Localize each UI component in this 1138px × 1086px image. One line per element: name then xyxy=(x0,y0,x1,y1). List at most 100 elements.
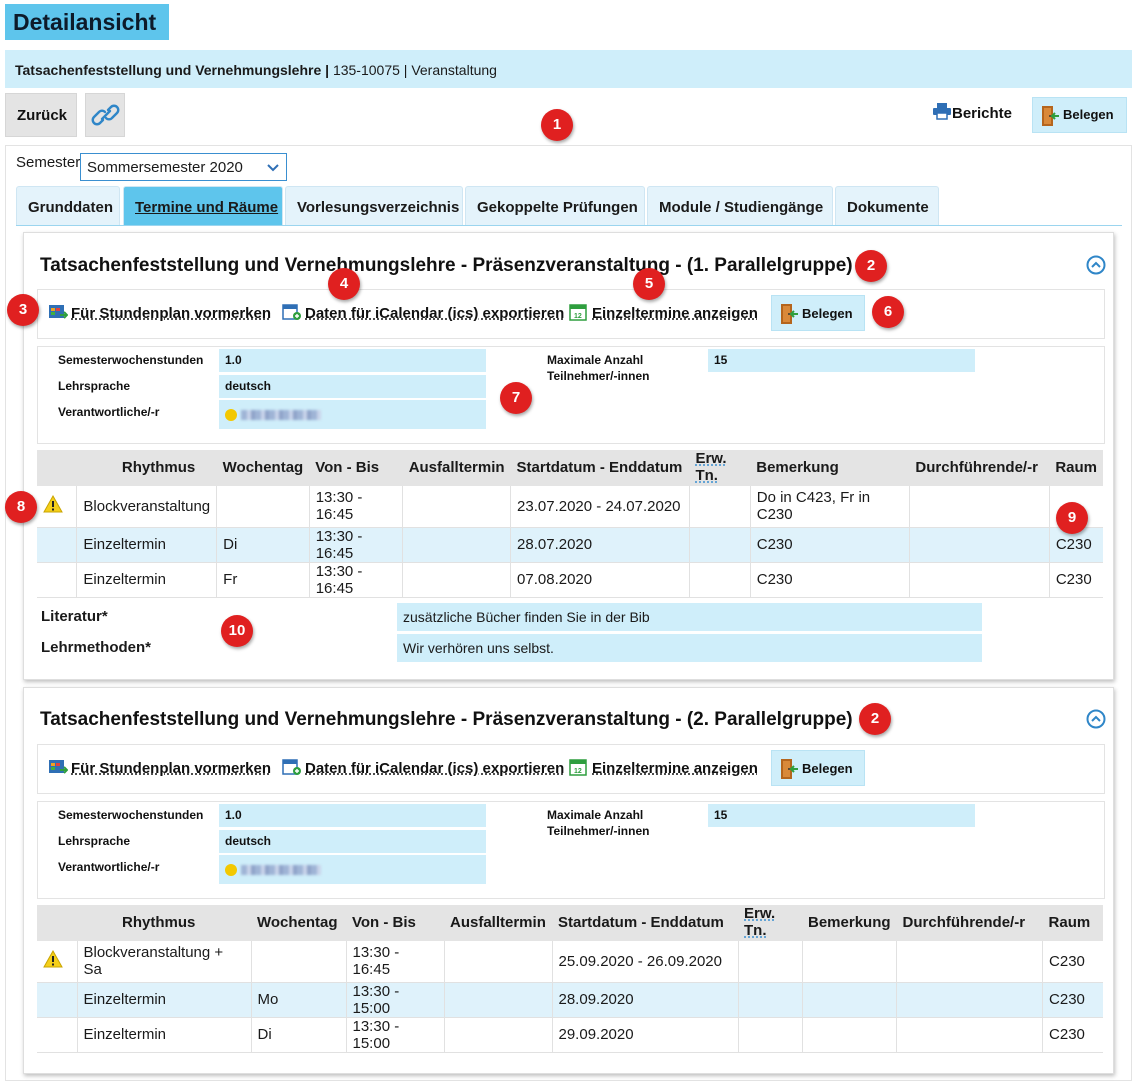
date-cell: 07.08.2020 xyxy=(510,562,690,598)
table-row: Einzeltermin Di 13:30 - 15:00 29.09.2020… xyxy=(37,1017,1103,1053)
date-cell: 23.07.2020 - 24.07.2020 xyxy=(510,485,690,528)
annotation-marker-2: 2 xyxy=(855,250,887,282)
door-enter-icon xyxy=(781,304,798,324)
max-participants-value: 15 xyxy=(708,349,975,372)
column-header: Raum xyxy=(1042,905,1103,941)
column-header: Bemerkung xyxy=(750,450,910,486)
warning-column-header xyxy=(37,905,77,941)
semester-label: Semester xyxy=(16,154,81,171)
tab-divider xyxy=(16,225,1122,226)
course-details xyxy=(37,801,1105,899)
ical-export-button[interactable]: Daten für iCalendar (ics) exportieren xyxy=(282,303,564,322)
weekday-cell: Di xyxy=(216,527,310,563)
add-to-schedule-button[interactable]: Für Stundenplan vormerken xyxy=(48,758,271,777)
content-area xyxy=(5,145,1132,1081)
collapse-icon[interactable] xyxy=(1086,709,1106,729)
annotation-marker-1: 1 xyxy=(541,109,573,141)
calendar-export-icon xyxy=(282,759,301,775)
tab-vorlesungsverzeichnis[interactable]: Vorlesungsverzeichnis xyxy=(285,186,463,226)
annotation-marker-8: 8 xyxy=(5,491,37,523)
action-label: Daten für iCalendar (ics) exportieren xyxy=(305,760,565,777)
reports-button[interactable]: Berichte xyxy=(932,102,1012,122)
action-label: Für Stundenplan vormerken xyxy=(71,760,272,777)
date-cell: 25.09.2020 - 26.09.2020 xyxy=(551,940,738,983)
table-header-row: Rhythmus Wochentag Von - Bis Ausfallterm… xyxy=(37,450,1103,486)
tab-module-studiengaenge[interactable]: Module / Studiengänge xyxy=(647,186,833,226)
belegen-button[interactable]: Belegen xyxy=(1032,97,1127,133)
annotation-marker-7: 7 xyxy=(500,382,532,414)
weekday-cell: Fr xyxy=(216,562,310,598)
date-cell: 29.09.2020 xyxy=(551,1017,738,1053)
room-cell: C230 xyxy=(1042,940,1103,983)
max-participants-value: 15 xyxy=(708,804,975,827)
show-single-dates-button[interactable]: 12 Einzeltermine anzeigen xyxy=(569,303,758,322)
show-single-dates-button[interactable]: 12 Einzeltermine anzeigen xyxy=(569,758,758,777)
tab-grunddaten[interactable]: Grunddaten xyxy=(16,186,120,226)
permalink-button[interactable] xyxy=(85,93,125,137)
cancellation-cell xyxy=(443,940,552,983)
door-enter-icon xyxy=(781,759,798,779)
group-title: Tatsachenfeststellung und Vernehmungsleh… xyxy=(40,709,853,730)
tab-label: Grunddaten xyxy=(28,199,113,216)
belegen-label: Belegen xyxy=(802,761,853,776)
svg-text:12: 12 xyxy=(574,768,582,775)
sws-value: 1.0 xyxy=(219,349,486,372)
time-cell: 13:30 - 16:45 xyxy=(308,562,403,598)
warning-cell xyxy=(37,527,77,563)
room-cell: C230 xyxy=(1048,562,1103,598)
collapse-icon[interactable] xyxy=(1086,255,1106,275)
semester-select[interactable]: Sommersemester 2020 xyxy=(80,153,287,181)
remark-cell xyxy=(801,982,897,1018)
rhythm-cell: Blockveranstaltung xyxy=(76,485,217,528)
cancellation-cell xyxy=(402,527,511,563)
back-button[interactable]: Zurück xyxy=(5,93,77,137)
printer-icon xyxy=(933,103,951,120)
sws-value: 1.0 xyxy=(219,804,486,827)
column-header: Wochentag xyxy=(251,905,346,941)
expected-participants-cell xyxy=(688,562,751,598)
action-label: Einzeltermine anzeigen xyxy=(592,305,758,322)
language-label: Lehrsprache xyxy=(58,834,131,848)
max-participants-label-2: Teilnehmer/-innen xyxy=(547,369,650,383)
remark-cell: C230 xyxy=(749,562,910,598)
calendar-icon: 12 xyxy=(569,304,587,321)
expected-participants-cell xyxy=(737,940,802,983)
language-value: deutsch xyxy=(219,830,486,853)
expected-participants-cell xyxy=(688,485,751,528)
warning-cell xyxy=(37,562,77,598)
schedule-add-icon xyxy=(49,305,69,319)
belegen-group-button[interactable]: Belegen xyxy=(771,295,865,331)
belegen-group-button[interactable]: Belegen xyxy=(771,750,865,786)
column-header: Bemerkung xyxy=(802,905,897,941)
belegen-label: Belegen xyxy=(802,306,853,321)
tab-termine-und-raeume[interactable]: Termine und Räume xyxy=(123,186,283,226)
semester-value: Sommersemester 2020 xyxy=(87,159,243,176)
ical-export-button[interactable]: Daten für iCalendar (ics) exportieren xyxy=(282,758,564,777)
column-header: Rhythmus xyxy=(76,450,217,486)
column-header: Von - Bis xyxy=(346,905,444,941)
remark-cell: C230 xyxy=(749,527,910,563)
weekday-cell: Di xyxy=(250,1017,346,1053)
column-header: Erw. Tn. xyxy=(689,450,751,486)
add-to-schedule-button[interactable]: Für Stundenplan vormerken xyxy=(48,303,271,322)
tab-gekoppelte-pruefungen[interactable]: Gekoppelte Prüfungen xyxy=(465,186,645,226)
room-cell: C230 xyxy=(1042,1017,1103,1053)
cancellation-cell xyxy=(443,1017,552,1053)
tab-dokumente[interactable]: Dokumente xyxy=(835,186,939,226)
rhythm-cell: Einzeltermin xyxy=(76,527,217,563)
column-header: Raum xyxy=(1049,450,1103,486)
warning-icon xyxy=(43,950,63,968)
remark-cell: Do in C423, Fr in C230 xyxy=(749,485,910,528)
tab-label: Dokumente xyxy=(847,199,929,216)
tab-label: Module / Studiengänge xyxy=(659,199,824,216)
cancellation-cell xyxy=(402,485,511,528)
action-label: Daten für iCalendar (ics) exportieren xyxy=(305,305,565,322)
annotation-marker-6: 6 xyxy=(872,296,904,328)
reports-label: Berichte xyxy=(952,105,1013,122)
responsible-value xyxy=(219,400,486,429)
max-participants-label-2: Teilnehmer/-innen xyxy=(547,824,650,838)
responsible-label: Verantwortliche/-r xyxy=(58,860,160,874)
weekday-cell xyxy=(250,940,346,983)
tab-label: Gekoppelte Prüfungen xyxy=(477,199,638,216)
warning-cell xyxy=(37,485,77,528)
